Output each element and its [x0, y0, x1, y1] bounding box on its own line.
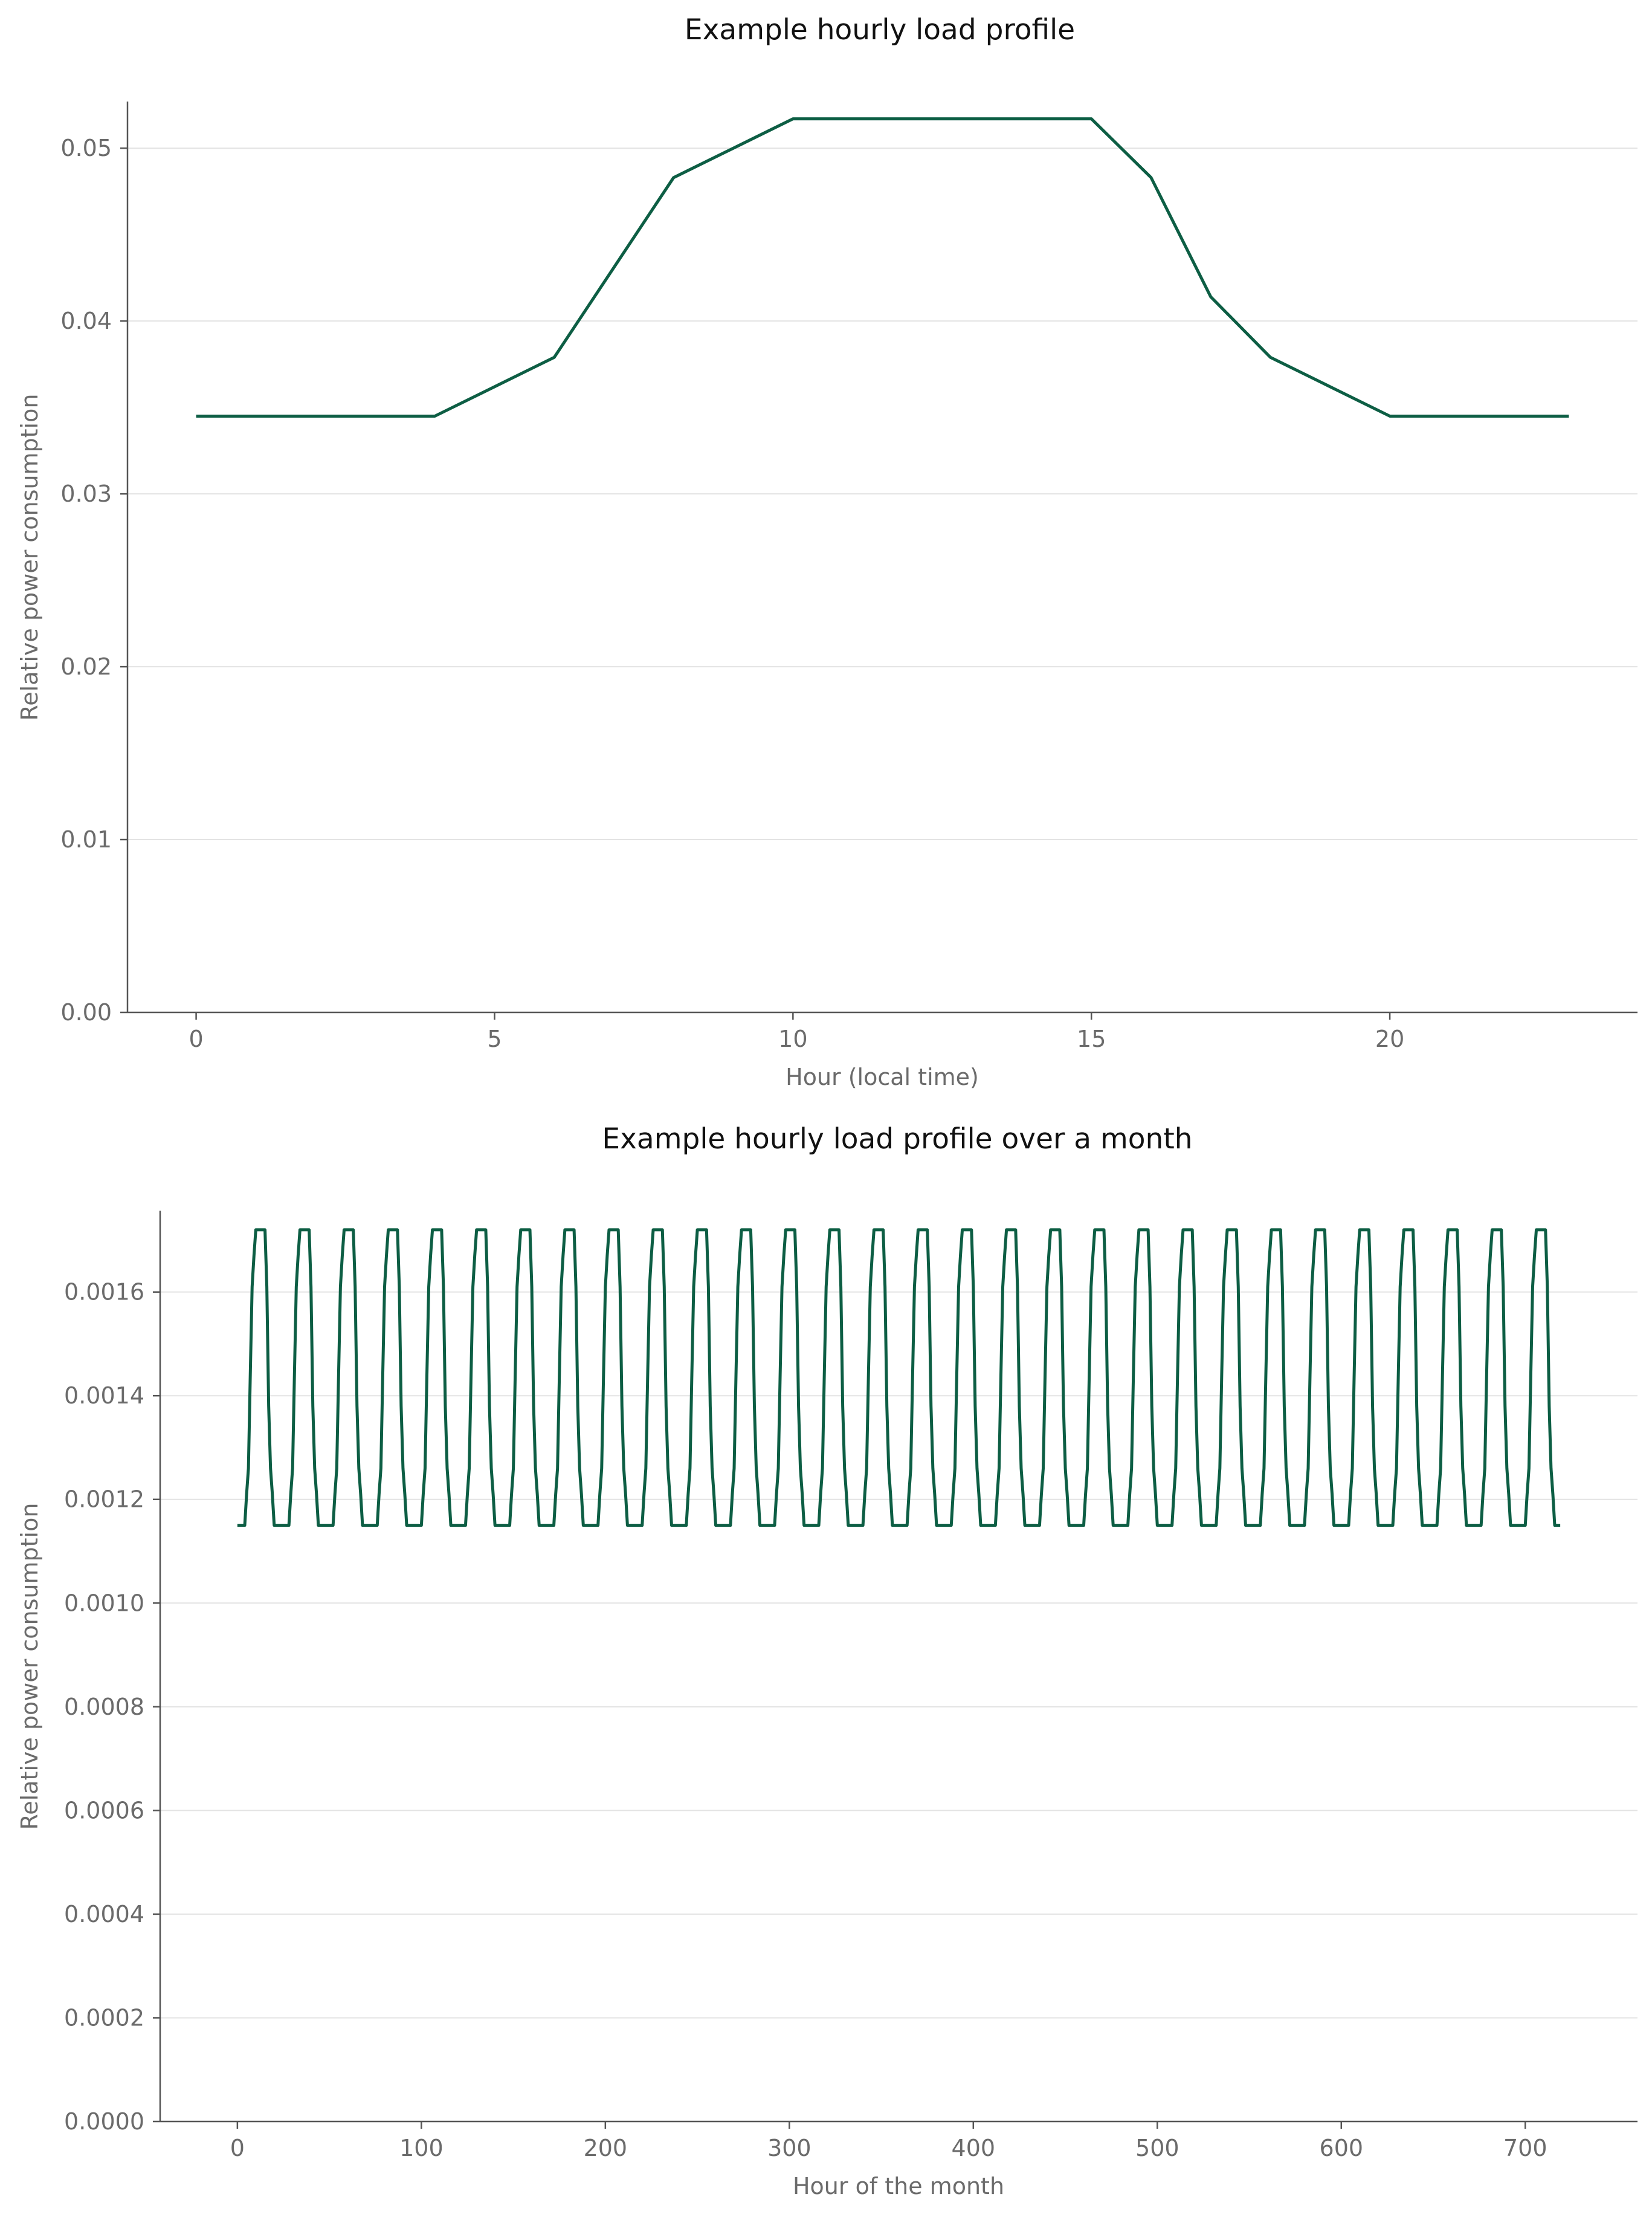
x-tick-label: 400: [952, 2135, 996, 2161]
plot-area: [237, 1228, 1561, 1527]
chart-monthly-profile: Example hourly load profile over a month…: [16, 1122, 1637, 2199]
y-tick-label: 0.02: [60, 653, 112, 680]
chart-title: Example hourly load profile: [685, 13, 1075, 47]
plot-area: [196, 117, 1569, 418]
y-tick-label: 0.0002: [64, 2004, 144, 2031]
series-line: [237, 1228, 1561, 1527]
x-tick-label: 300: [767, 2135, 811, 2161]
x-tick-label: 5: [487, 1026, 502, 1052]
x-tick-label: 10: [778, 1026, 807, 1052]
y-tick-label: 0.03: [60, 481, 112, 507]
y-tick-label: 0.0012: [64, 1486, 144, 1513]
y-tick-label: 0.00: [60, 999, 112, 1026]
x-tick-label: 20: [1375, 1026, 1404, 1052]
y-tick-label: 0.0014: [64, 1382, 144, 1409]
y-tick-label: 0.0016: [64, 1279, 144, 1306]
x-tick-label: 600: [1320, 2135, 1364, 2161]
y-tick-label: 0.0006: [64, 1797, 144, 1824]
x-axis-label: Hour of the month: [793, 2173, 1004, 2199]
x-tick-label: 500: [1135, 2135, 1179, 2161]
y-tick-label: 0.0000: [64, 2108, 144, 2135]
y-axis-label: Relative power consumption: [16, 394, 43, 721]
x-tick-label: 100: [399, 2135, 444, 2161]
y-tick-label: 0.0008: [64, 1694, 144, 1720]
series-line: [196, 117, 1569, 418]
x-tick-label: 200: [584, 2135, 628, 2161]
y-ticks: 0.00 0.01 0.02 0.03 0.04 0.05: [60, 135, 127, 1026]
x-ticks: 0 5 10 15 20: [189, 1012, 1404, 1052]
x-tick-label: 0: [230, 2135, 245, 2161]
x-tick-label: 0: [189, 1026, 203, 1052]
x-axis-label: Hour (local time): [786, 1064, 979, 1090]
x-tick-label: 700: [1503, 2135, 1547, 2161]
y-tick-label: 0.05: [60, 135, 112, 161]
y-ticks: 0.0000 0.0002 0.0004 0.0006 0.0008 0.0010 0.00…: [64, 1279, 160, 2135]
y-tick-label: 0.0010: [64, 1590, 144, 1616]
y-tick-label: 0.04: [60, 308, 112, 334]
y-axis-label: Relative power consumption: [16, 1503, 43, 1830]
y-tick-label: 0.01: [60, 826, 112, 853]
gridlines: [127, 147, 1637, 841]
y-tick-label: 0.0004: [64, 1901, 144, 1927]
chart-daily-profile: Example hourly load profile 0.00 0.01 0.02…: [16, 13, 1637, 1090]
chart-title: Example hourly load profile over a month: [602, 1122, 1192, 1156]
x-ticks: 0 100 200 300 400 500 600 700: [230, 2122, 1547, 2161]
x-tick-label: 15: [1077, 1026, 1106, 1052]
